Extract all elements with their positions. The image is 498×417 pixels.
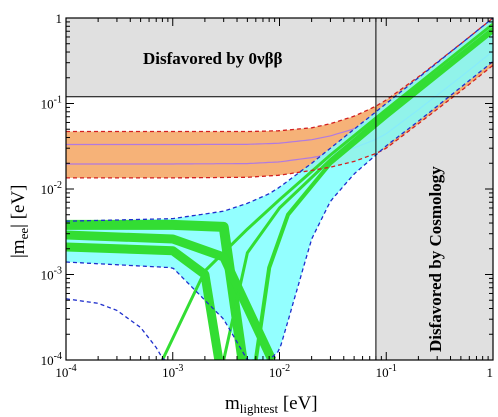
y-tick-label-exp: -4 — [54, 351, 62, 362]
x-tick-label-base: 1 — [487, 365, 494, 380]
x-tick-label: 10-1 — [376, 363, 397, 380]
x-tick-label-exp: -1 — [389, 363, 397, 374]
x-axis-label: mlightest [eV] — [225, 393, 318, 416]
band-normal-strand-0 — [66, 219, 248, 360]
x-tick-label-exp: -2 — [282, 363, 290, 374]
x-axis-label-sub: lightest — [240, 401, 279, 416]
minimum-curve — [66, 298, 166, 360]
band-normal-strand-4 — [253, 29, 493, 360]
y-tick-label-base: 10 — [41, 268, 54, 283]
band-inverted-lower-boundary — [66, 64, 493, 179]
axis-ticks — [65, 17, 494, 361]
x-tick-label: 10-4 — [55, 363, 76, 380]
band-normal-upper-boundary — [66, 18, 493, 222]
band-normal-strand-5 — [222, 27, 493, 360]
y-tick-labels: 10-410-310-210-11 — [41, 11, 62, 368]
y-tick-label-base: 10 — [41, 97, 54, 112]
x-tick-label-base: 10 — [162, 365, 175, 380]
y-axis-label-sub: ee — [16, 228, 31, 240]
y-axis-label: |mee| [eV] — [8, 184, 31, 258]
x-tick-label-base: 10 — [55, 365, 68, 380]
band-normal-strand-3 — [161, 22, 493, 360]
x-tick-label-exp: -4 — [68, 363, 76, 374]
y-tick-label-base: 10 — [41, 182, 54, 197]
y-tick-label-base: 10 — [41, 353, 54, 368]
x-tick-label: 1 — [487, 365, 494, 380]
y-tick-label: 10-4 — [41, 351, 62, 368]
x-axis-label-unit: [eV] — [278, 393, 318, 414]
y-tick-label: 10-3 — [41, 266, 62, 283]
x-tick-label-base: 10 — [269, 365, 282, 380]
y-tick-label-exp: -1 — [54, 95, 62, 106]
y-tick-label: 10-2 — [41, 180, 62, 197]
band-normal-strand-1 — [66, 230, 277, 360]
y-tick-label: 10-1 — [41, 95, 62, 112]
band-normal-strand-2 — [66, 242, 224, 360]
y-axis-label-main: |m — [8, 239, 29, 258]
y-tick-label-base: 1 — [56, 11, 63, 26]
x-tick-label-exp: -3 — [175, 363, 183, 374]
y-tick-label-exp: -2 — [54, 180, 62, 191]
band-normal-fill — [66, 18, 493, 360]
band-normal-lower-boundary — [66, 60, 493, 360]
reference-lines — [66, 18, 493, 360]
x-axis-label-main: m — [225, 393, 240, 414]
y-axis-label-unit: | [eV] — [8, 184, 29, 227]
bands-layer — [66, 18, 493, 360]
x-tick-label: 10-3 — [162, 363, 183, 380]
annotation-cosmology: Disfavored by Cosmology — [426, 166, 445, 352]
y-tick-label: 1 — [56, 11, 63, 26]
x-tick-labels: 10-4 10-3 10-2 10-1 1 — [55, 363, 493, 380]
y-tick-label-exp: -3 — [54, 266, 62, 277]
band-inverted-upper-boundary — [66, 18, 493, 133]
annotation-0vbb: Disfavored by 0νββ — [143, 49, 283, 68]
x-tick-label: 10-2 — [269, 363, 290, 380]
x-tick-label-base: 10 — [376, 365, 389, 380]
